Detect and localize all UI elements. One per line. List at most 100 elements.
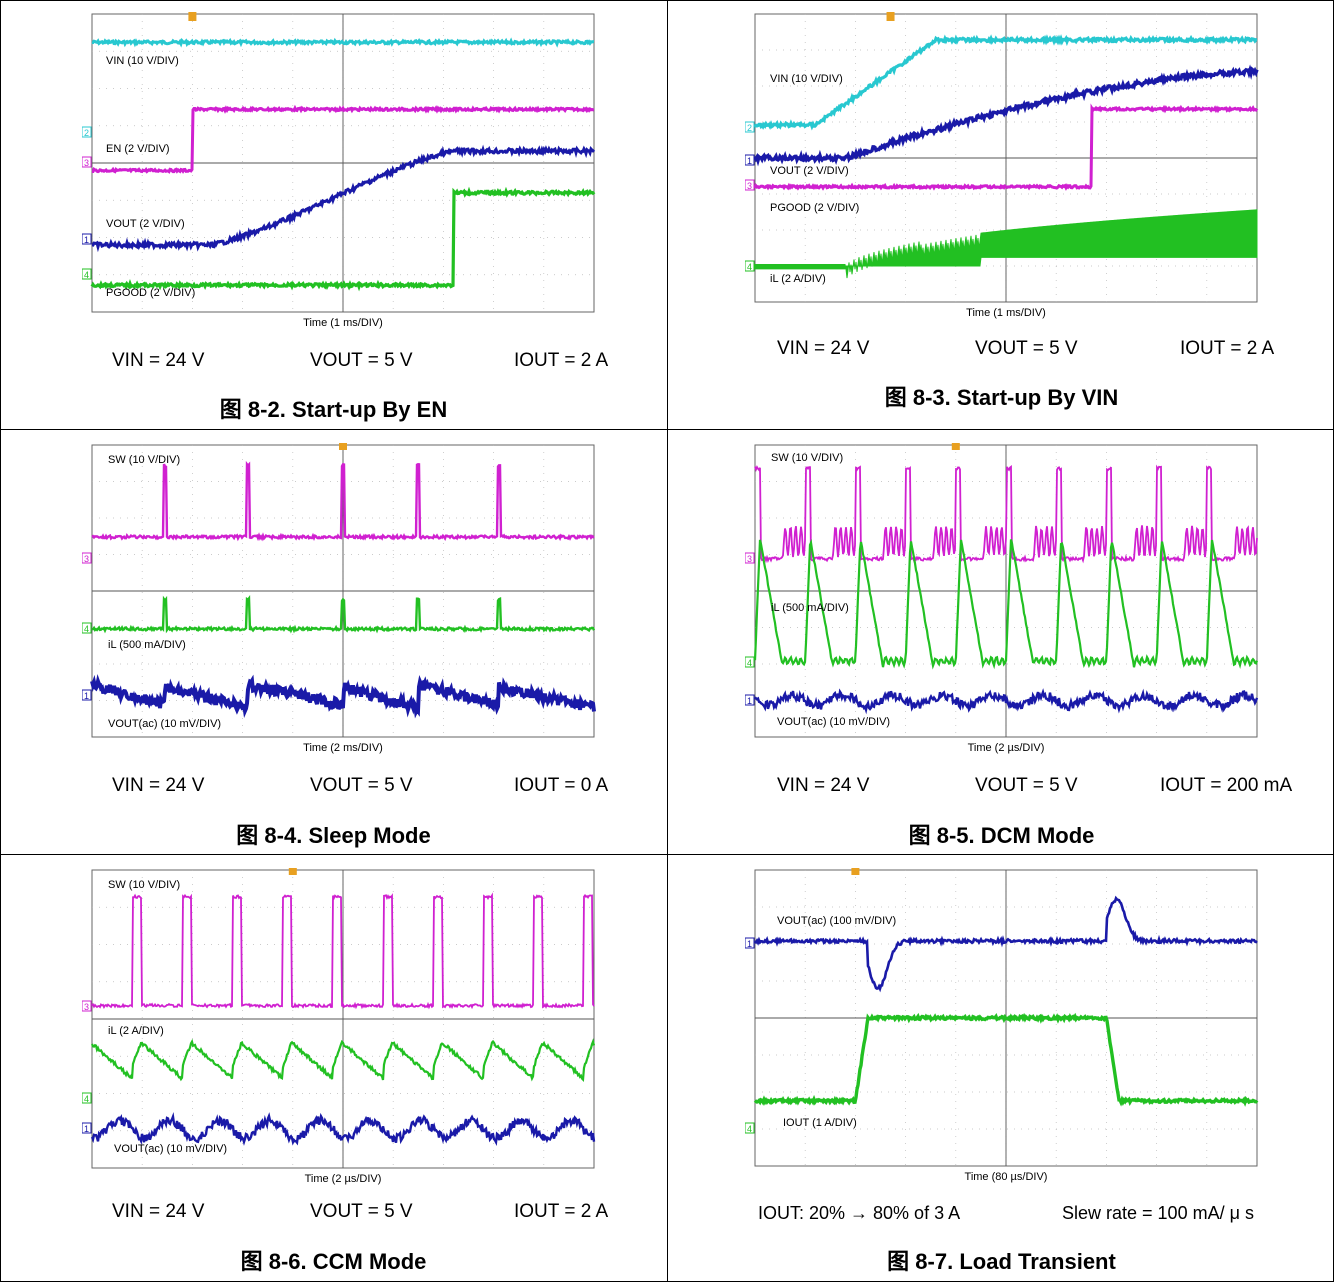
vin-trace [91, 37, 595, 48]
svg-text:1: 1 [747, 156, 752, 166]
label-il: iL (500 mA/DIV) [108, 639, 186, 651]
svg-text:4: 4 [84, 270, 89, 280]
cond-8-4-vin: VIN = 24 V [112, 775, 205, 796]
ch3-marker: 3 [82, 156, 92, 168]
caption-8-4: 图 8-4. Sleep Mode [236, 823, 431, 848]
ch3-marker: 3 [82, 552, 92, 564]
svg-text:4: 4 [747, 658, 752, 668]
cond-8-3-vout: VOUT = 5 V [975, 338, 1078, 359]
vout-trace [90, 673, 596, 719]
label-vout: VOUT(ac) (10 mV/DIV) [108, 718, 221, 730]
label-pgood: PGOOD (2 V/DIV) [770, 202, 859, 214]
en-trace [91, 104, 595, 174]
scope-8-7: VOUT(ac) (100 mV/DIV) IOUT (1 A/DIV) 1 4 Tim… [745, 868, 1267, 1188]
label-vout: VOUT(ac) (10 mV/DIV) [114, 1143, 227, 1155]
cond-8-6-vin: VIN = 24 V [112, 1201, 205, 1222]
label-vout: VOUT (2 V/DIV) [770, 165, 849, 177]
svg-text:1: 1 [84, 1124, 89, 1134]
vout-trace [91, 144, 596, 253]
pgood-trace [90, 186, 596, 292]
svg-text:4: 4 [84, 1094, 89, 1104]
ch1-marker: 1 [745, 937, 755, 949]
ch1-marker: 1 [82, 689, 92, 701]
cond-8-4-iout: IOUT = 0 A [514, 775, 609, 796]
svg-text:4: 4 [747, 1124, 752, 1134]
ch3-marker: 3 [745, 179, 755, 191]
svg-text:3: 3 [747, 181, 752, 191]
ch2-marker: 2 [82, 126, 92, 138]
vout-trace [754, 688, 1259, 715]
ch4-marker: 4 [82, 622, 92, 634]
cond-8-5-iout: IOUT = 200 mA [1160, 775, 1293, 796]
time-label: Time (2 µs/DIV) [968, 742, 1045, 754]
trigger-marker [886, 12, 895, 21]
svg-text:2: 2 [84, 128, 89, 138]
ch2-marker: 2 [745, 121, 755, 133]
label-il: iL (500 mA/DIV) [771, 602, 849, 614]
svg-text:1: 1 [747, 939, 752, 949]
trigger-marker [188, 12, 197, 21]
cond-8-2-iout: IOUT = 2 A [514, 350, 609, 371]
il-trace [90, 1038, 596, 1082]
svg-text:2: 2 [747, 123, 752, 133]
cond-8-6-iout: IOUT = 2 A [514, 1201, 609, 1222]
vout-trace [90, 1112, 596, 1147]
caption-8-2: 图 8-2. Start-up By EN [219, 397, 448, 422]
cond-8-2-vin: VIN = 24 V [112, 350, 205, 371]
ch3-marker: 3 [82, 1000, 92, 1012]
label-vin: VIN (10 V/DIV) [770, 73, 843, 85]
cond-8-3-iout: IOUT = 2 A [1180, 338, 1275, 359]
scope-8-6-screen [91, 869, 595, 1169]
label-vout: VOUT(ac) (100 mV/DIV) [777, 915, 896, 927]
time-label: Time (2 ms/DIV) [303, 742, 383, 754]
ch4-marker: 4 [82, 268, 92, 280]
label-sw: SW (10 V/DIV) [108, 454, 180, 466]
ch4-marker: 4 [82, 1092, 92, 1104]
svg-text:3: 3 [84, 1002, 89, 1012]
cond-8-5-vout: VOUT = 5 V [975, 775, 1078, 796]
svg-text:3: 3 [84, 158, 89, 168]
svg-text:4: 4 [747, 262, 752, 272]
ch4-marker: 4 [745, 1122, 755, 1134]
sw-trace [91, 460, 595, 542]
caption-8-7: 图 8-7. Load Transient [887, 1249, 1116, 1274]
scope-8-6: SW (10 V/DIV) iL (2 A/DIV) VOUT(ac) (10 mV… [82, 868, 604, 1188]
caption-8-3: 图 8-3. Start-up By VIN [884, 385, 1119, 410]
sw-trace [91, 892, 595, 1010]
cond-8-7-slew: Slew rate = 100 mA/ μ s [1062, 1203, 1254, 1223]
ch4-marker: 4 [745, 656, 755, 668]
cond-8-7-iout: IOUT: 20% → 80% of 3 A [758, 1203, 961, 1223]
cell-8-4 [0, 430, 668, 855]
label-en: EN (2 V/DIV) [106, 143, 170, 155]
label-sw: SW (10 V/DIV) [771, 452, 843, 464]
ch1-marker: 1 [82, 1122, 92, 1134]
cond-8-3-vin: VIN = 24 V [777, 338, 870, 359]
svg-text:1: 1 [84, 691, 89, 701]
ch4-marker: 4 [745, 260, 755, 272]
vout-trace [754, 895, 1258, 993]
ch1-marker: 1 [745, 694, 755, 706]
svg-text:3: 3 [84, 554, 89, 564]
trigger-marker [951, 443, 960, 450]
svg-text:1: 1 [84, 235, 89, 245]
vout-trace [753, 64, 1259, 167]
scope-8-4: SW (10 V/DIV) iL (500 mA/DIV) VOUT(ac) (10… [82, 443, 604, 758]
label-il: iL (2 A/DIV) [770, 273, 826, 285]
scope-8-2-screen [91, 13, 595, 313]
ch1-marker: 1 [745, 154, 755, 166]
label-il: iL (2 A/DIV) [108, 1025, 164, 1037]
cond-8-2-vout: VOUT = 5 V [310, 350, 413, 371]
scope-8-2: VIN (10 V/DIV) EN (2 V/DIV) VOUT (2 V/DIV)… [82, 12, 604, 332]
ch1-marker: 1 [82, 233, 92, 245]
il-trace [753, 538, 1259, 670]
cond-8-5-vin: VIN = 24 V [777, 775, 870, 796]
vin-trace [753, 34, 1258, 131]
svg-text:1: 1 [747, 696, 752, 706]
il-trace [754, 209, 1258, 279]
time-label: Time (1 ms/DIV) [966, 307, 1046, 319]
trigger-marker [339, 443, 347, 450]
time-label: Time (2 µs/DIV) [305, 1173, 382, 1185]
time-label: Time (80 µs/DIV) [965, 1171, 1048, 1183]
cond-8-4-vout: VOUT = 5 V [310, 775, 413, 796]
ch3-marker: 3 [745, 552, 755, 564]
